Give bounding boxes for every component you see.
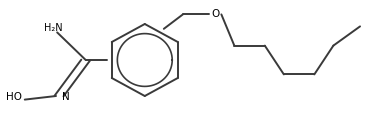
Text: H₂N: H₂N (44, 23, 62, 33)
Text: O: O (211, 9, 219, 19)
Text: HO: HO (6, 92, 22, 102)
Text: N: N (62, 92, 70, 102)
